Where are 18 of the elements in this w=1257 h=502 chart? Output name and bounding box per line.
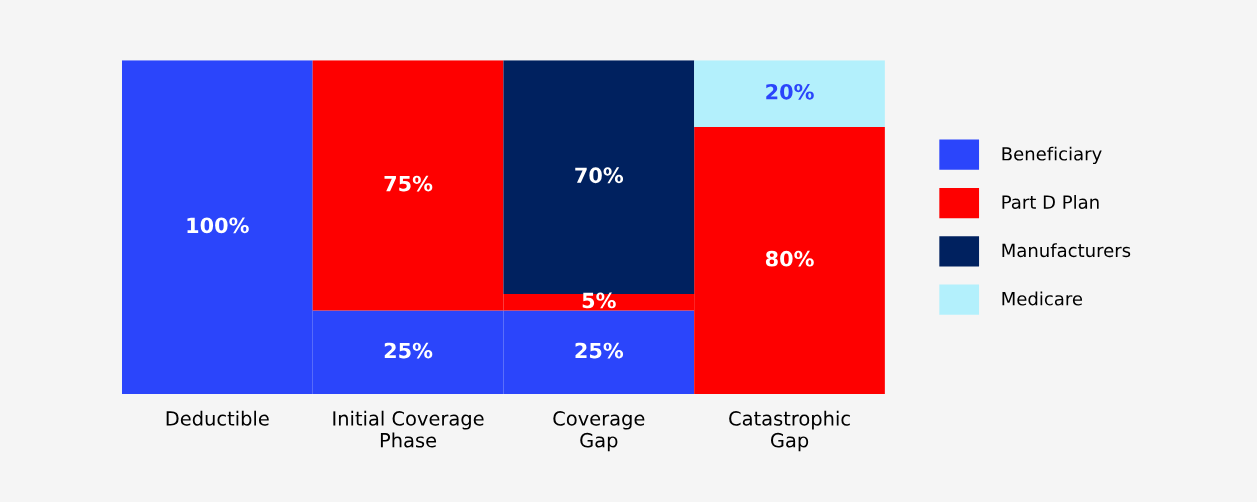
data-label: 100% [187, 217, 249, 234]
legend-label: Manufacturers [1002, 243, 1131, 258]
x-tick-label: Coverage Gap [553, 411, 645, 452]
legend-label: Beneficiary [1002, 146, 1102, 165]
x-tick-label: Initial Coverage Phase [333, 410, 484, 448]
data-label: 5% [582, 292, 616, 309]
x-tick-label: Deductible [166, 410, 269, 426]
data-label: 25% [384, 342, 433, 359]
x-tick-label: Catastrophic Gap [729, 410, 850, 452]
data-label: 20% [766, 83, 814, 100]
data-label: 80% [765, 250, 814, 267]
data-label: 70% [575, 167, 624, 184]
bar [694, 60, 885, 128]
legend-label: Part D Plan [1002, 194, 1099, 209]
data-label: 75% [384, 175, 433, 192]
bar [503, 60, 695, 294]
data-label: 25% [575, 342, 624, 359]
legend-label: Medicare [1002, 291, 1083, 306]
